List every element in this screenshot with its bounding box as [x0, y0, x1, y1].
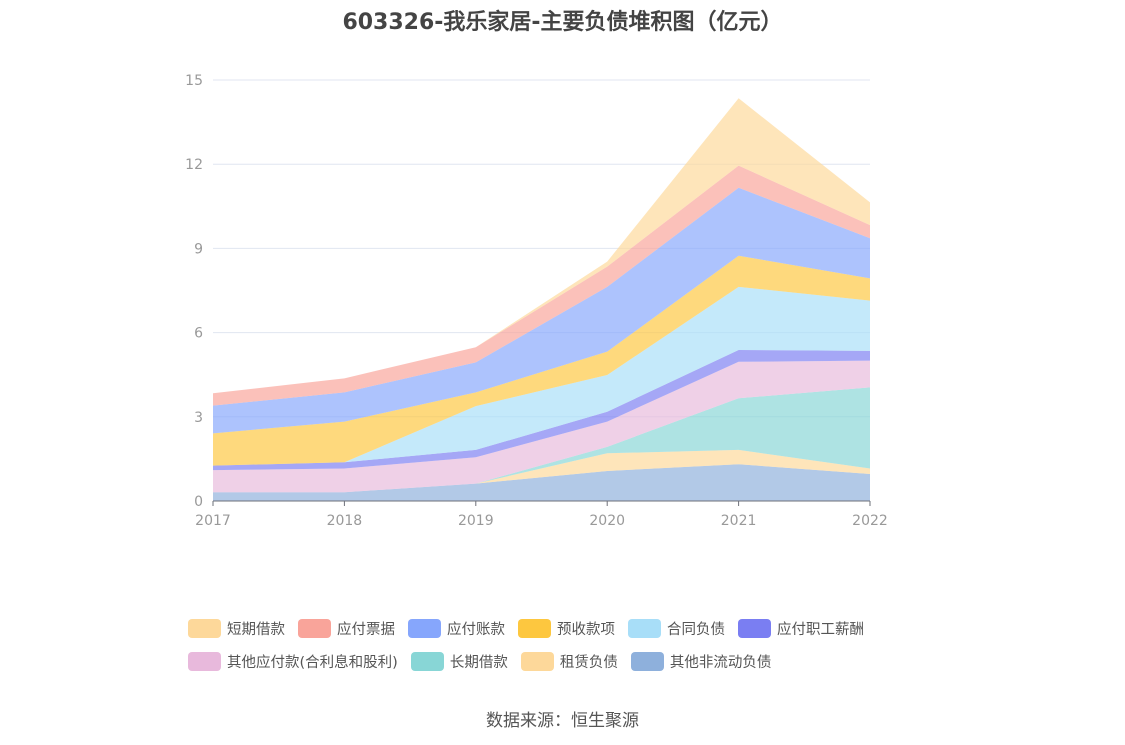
area-9	[213, 464, 870, 501]
y-tick-label: 9	[194, 241, 203, 257]
legend-label: 应付职工薪酬	[777, 622, 864, 638]
y-tick-label: 15	[185, 73, 203, 89]
y-tick-label: 12	[185, 157, 203, 173]
area-3	[213, 255, 870, 466]
legend-label: 其他非流动负债	[669, 655, 772, 671]
legend-item[interactable]: 应付职工薪酬	[738, 618, 864, 639]
x-tick-label: 2020	[589, 513, 625, 529]
area-6	[213, 360, 870, 493]
area-7	[213, 387, 870, 493]
legend-row: 其他应付款(合利息和股利) 长期借款 租赁负债 其他非流动负债	[188, 645, 948, 678]
legend-item[interactable]: 短期借款	[188, 618, 285, 639]
chart-title: 603326-我乐家居-主要负债堆积图（亿元）	[342, 10, 783, 35]
legend-item[interactable]: 应付票据	[298, 618, 395, 639]
legend-item[interactable]: 应付账款	[408, 618, 505, 639]
legend-label: 租赁负债	[559, 655, 618, 671]
x-tick-label: 2017	[195, 513, 231, 529]
legend-label: 其他应付款(合利息和股利)	[227, 655, 398, 671]
x-tick-label: 2021	[721, 513, 757, 529]
legend: 短期借款 应付票据 应付账款 预收款项 合同负债 应付职工薪酬其他应付款(合利息和股利) 长…	[188, 612, 948, 678]
x-tick-label: 2018	[327, 513, 363, 529]
y-tick-label: 0	[194, 494, 203, 510]
legend-swatch	[410, 652, 444, 671]
legend-item[interactable]: 预收款项	[518, 618, 615, 639]
legend-swatch	[628, 619, 661, 638]
legend-item[interactable]: 合同负债	[628, 618, 725, 639]
stacked-area-chart: 0 3 6 9 12 15 2017 2018 2019 2020 2021 2022	[185, 73, 888, 529]
area-0	[213, 98, 870, 394]
legend-item[interactable]: 长期借款	[410, 651, 508, 672]
legend-swatch	[408, 619, 441, 638]
legend-swatch	[298, 619, 331, 638]
x-tick-label: 2019	[458, 513, 494, 529]
legend-label: 应付票据	[337, 622, 395, 638]
legend-item[interactable]: 租赁负债	[520, 651, 618, 672]
legend-label: 应付账款	[447, 622, 505, 638]
legend-swatch	[630, 652, 664, 671]
x-tick-label: 2022	[852, 513, 888, 529]
area-8	[213, 449, 870, 493]
y-tick-label: 6	[194, 326, 203, 342]
legend-label: 合同负债	[667, 622, 725, 638]
legend-swatch	[188, 652, 221, 671]
area-4	[213, 286, 870, 466]
legend-item[interactable]: 其他非流动负债	[630, 651, 772, 672]
y-tick-label: 3	[194, 410, 203, 426]
legend-swatch	[520, 652, 554, 671]
legend-item[interactable]: 其他应付款(合利息和股利)	[188, 651, 398, 672]
legend-row: 短期借款 应付票据 应付账款 预收款项 合同负债 应付职工薪酬	[188, 612, 948, 645]
legend-swatch	[738, 619, 771, 638]
legend-label: 长期借款	[449, 655, 508, 671]
legend-label: 预收款项	[557, 622, 615, 638]
legend-swatch	[188, 619, 221, 638]
legend-swatch	[518, 619, 551, 638]
area-2	[213, 187, 870, 434]
source-note: 数据来源：恒生聚源	[486, 711, 639, 731]
legend-label: 短期借款	[227, 622, 285, 638]
